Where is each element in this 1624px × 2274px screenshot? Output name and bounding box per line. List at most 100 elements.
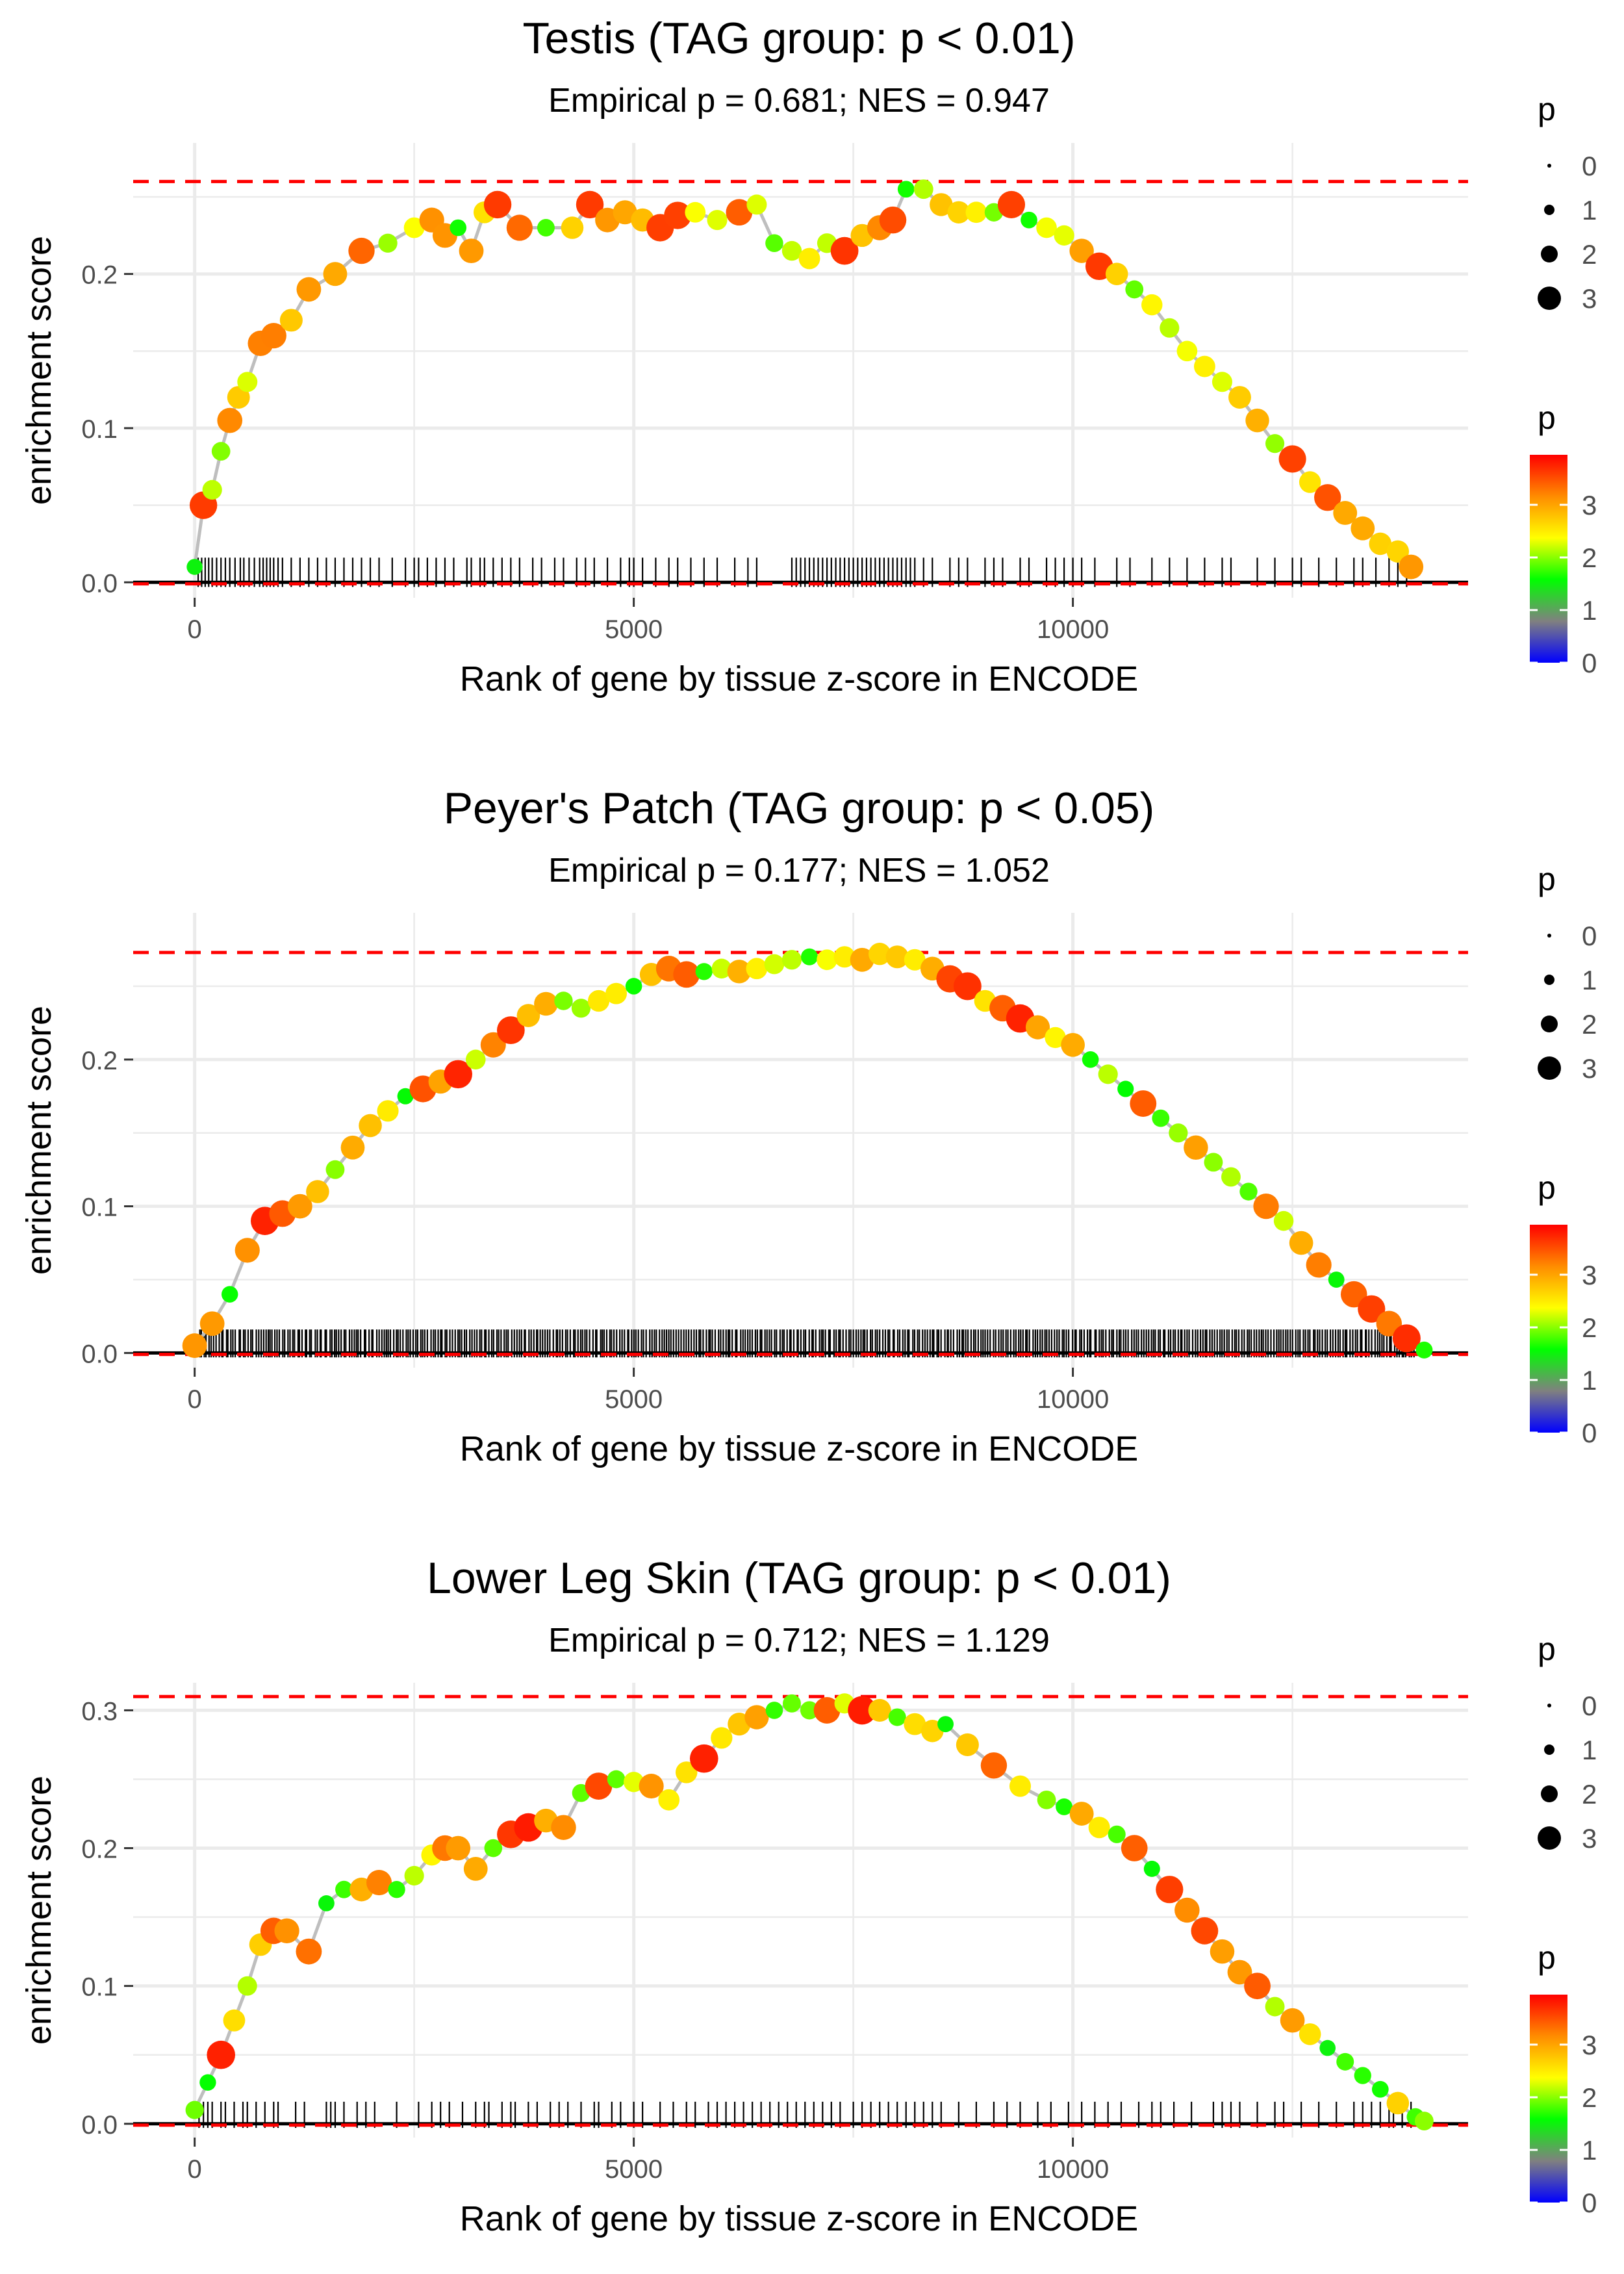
chart-panel-1: Testis (TAG group: p < 0.01) Empirical p …	[19, 14, 1597, 698]
size-legend-label: 2	[1582, 1779, 1597, 1809]
data-point	[235, 1238, 260, 1263]
data-point	[848, 1696, 877, 1725]
data-point	[1069, 238, 1094, 263]
data-point	[1125, 280, 1144, 299]
chart-title: Lower Leg Skin (TAG group: p < 0.01)	[427, 1553, 1171, 1603]
data-point	[1176, 340, 1198, 362]
data-point	[1174, 1897, 1200, 1923]
color-legend-label: 3	[1582, 1260, 1597, 1290]
data-point	[937, 1716, 954, 1733]
data-point	[348, 237, 375, 264]
size-legend-label: 2	[1582, 1009, 1597, 1040]
series-line	[193, 952, 1425, 1351]
data-point	[673, 961, 700, 988]
data-point	[913, 179, 933, 199]
size-legend-label: 0	[1582, 151, 1597, 181]
color-legend-label: 3	[1582, 490, 1597, 520]
data-point	[202, 479, 222, 500]
data-point	[746, 958, 768, 980]
size-legend-key	[1541, 1016, 1558, 1032]
size-legend-key	[1544, 975, 1554, 985]
data-point	[830, 236, 859, 265]
y-tick-label: 0.1	[81, 1194, 118, 1222]
data-point	[1194, 355, 1215, 377]
series-line	[193, 1702, 1425, 2123]
data-point	[1399, 554, 1424, 580]
color-legend-label: 1	[1582, 2135, 1597, 2165]
colorbar	[1530, 455, 1567, 663]
size-legend-title: p	[1538, 861, 1556, 897]
data-point	[397, 1088, 414, 1105]
data-point	[613, 200, 637, 225]
y-axis-label: enrichment score	[19, 1006, 58, 1275]
data-point	[685, 201, 706, 223]
data-point	[537, 219, 555, 236]
data-point	[335, 1880, 353, 1898]
data-point	[1265, 434, 1285, 454]
data-point	[781, 950, 802, 970]
data-point	[1386, 540, 1410, 563]
data-point	[1245, 408, 1269, 433]
x-axis-label: Rank of gene by tissue z-score in ENCODE	[460, 659, 1138, 698]
data-point	[607, 1770, 626, 1789]
data-point	[1221, 1167, 1241, 1187]
data-point	[1143, 1860, 1160, 1877]
data-point	[1082, 1051, 1099, 1068]
colorbar	[1530, 1225, 1567, 1433]
data-point	[444, 1060, 472, 1089]
data-point	[446, 1835, 471, 1861]
data-point	[1306, 1252, 1332, 1278]
data-point	[1299, 2023, 1321, 2045]
x-tick-label: 0	[188, 2155, 202, 2184]
x-axis-label: Rank of gene by tissue z-score in ENCODE	[460, 1429, 1138, 1468]
data-point	[997, 190, 1026, 218]
data-point	[318, 1895, 335, 1911]
size-legend-key	[1547, 934, 1551, 938]
size-legend-key	[1538, 287, 1561, 310]
data-point	[378, 233, 398, 253]
data-point	[1152, 1109, 1170, 1127]
color-legend-label: 0	[1582, 648, 1597, 678]
size-legend-key	[1541, 1785, 1558, 1802]
chart-title: Testis (TAG group: p < 0.01)	[523, 14, 1076, 63]
color-legend-label: 2	[1582, 1312, 1597, 1343]
data-point	[726, 199, 753, 226]
data-point	[186, 559, 203, 575]
data-point	[480, 1032, 506, 1058]
data-point	[1098, 1064, 1118, 1084]
data-point	[801, 948, 818, 965]
data-point	[484, 1839, 503, 1858]
color-legend-label: 0	[1582, 2188, 1597, 2218]
color-legend-label: 0	[1582, 1418, 1597, 1448]
data-point	[765, 1702, 783, 1719]
data-point	[1319, 2039, 1336, 2056]
data-point	[783, 1694, 801, 1713]
data-point	[1121, 1835, 1148, 1861]
data-point	[561, 216, 584, 239]
data-point	[366, 1870, 392, 1896]
data-point	[1351, 516, 1375, 541]
data-point	[377, 1100, 399, 1122]
size-legend-label: 1	[1582, 1735, 1597, 1765]
data-point	[727, 960, 752, 984]
data-point	[1088, 1817, 1110, 1839]
size-legend-title: p	[1538, 1631, 1556, 1667]
data-point	[221, 1286, 238, 1303]
y-tick-label: 0.0	[81, 2111, 118, 2140]
y-tick-label: 0.1	[81, 1973, 118, 2002]
x-tick-label: 5000	[605, 1385, 663, 1414]
color-legend-label: 2	[1582, 543, 1597, 573]
data-point	[323, 262, 348, 287]
x-tick-label: 10000	[1037, 2155, 1109, 2184]
data-point	[459, 238, 484, 264]
data-point	[1371, 2080, 1389, 2098]
x-tick-label: 0	[188, 1385, 202, 1414]
data-point	[1021, 211, 1037, 229]
data-point	[711, 1727, 733, 1749]
data-point	[403, 217, 425, 238]
data-point	[695, 963, 713, 980]
data-point	[800, 1701, 819, 1720]
data-point	[813, 1697, 841, 1724]
data-point	[1054, 225, 1074, 246]
